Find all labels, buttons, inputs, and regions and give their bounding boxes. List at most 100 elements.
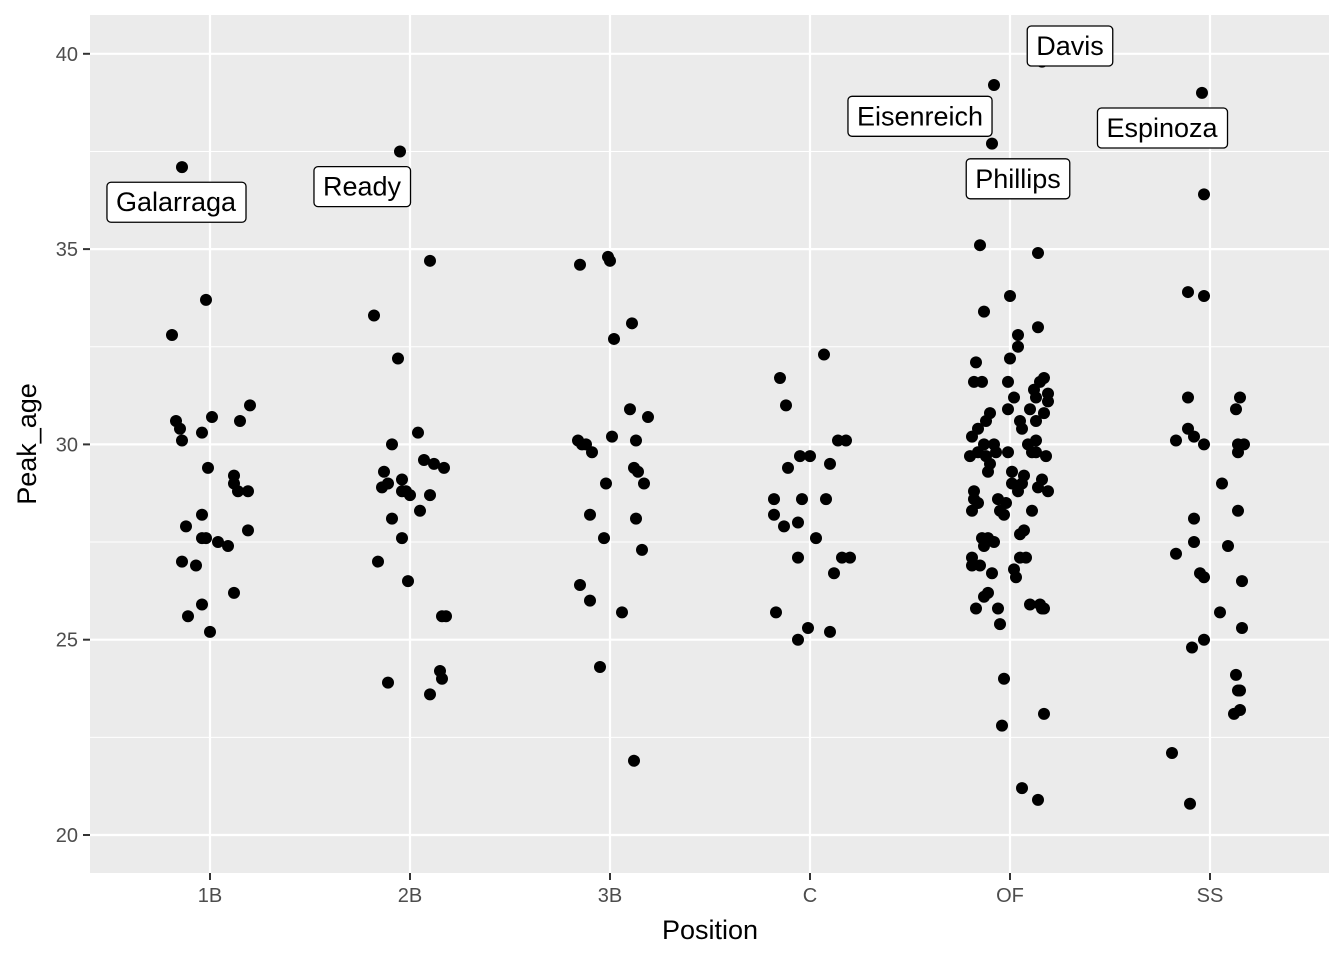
data-point bbox=[972, 496, 984, 509]
data-point bbox=[768, 493, 780, 506]
point-annotations: Galarraga Ready Eisenreich Phillips Davis Esp… bbox=[106, 25, 1229, 223]
data-point bbox=[1006, 465, 1018, 478]
data-point bbox=[794, 450, 806, 463]
data-point bbox=[204, 625, 216, 638]
data-point bbox=[624, 403, 636, 416]
data-point bbox=[428, 457, 440, 470]
data-point bbox=[792, 551, 804, 564]
data-point bbox=[1236, 575, 1248, 588]
point-label-box bbox=[313, 165, 412, 208]
data-point bbox=[792, 633, 804, 646]
point-label: Espinoza bbox=[1096, 107, 1229, 149]
data-point bbox=[1184, 797, 1196, 810]
data-point bbox=[1032, 321, 1044, 334]
data-point bbox=[982, 586, 994, 599]
data-point bbox=[1020, 551, 1032, 564]
data-point bbox=[424, 254, 436, 267]
data-point bbox=[166, 329, 178, 342]
data-point bbox=[978, 305, 990, 318]
point-label-text: Eisenreich bbox=[857, 101, 983, 131]
data-point bbox=[1188, 536, 1200, 549]
data-point bbox=[616, 606, 628, 619]
data-point bbox=[1234, 391, 1246, 404]
y-tick-label: 20 bbox=[56, 825, 78, 847]
data-point bbox=[990, 446, 1002, 459]
point-label-box bbox=[965, 158, 1071, 200]
data-point bbox=[586, 446, 598, 459]
data-point bbox=[782, 461, 794, 474]
point-label-text: Davis bbox=[1036, 31, 1104, 61]
data-point bbox=[630, 512, 642, 525]
x-tick-label: C bbox=[803, 885, 817, 907]
data-point bbox=[804, 450, 816, 463]
point-label-text: Espinoza bbox=[1106, 113, 1218, 143]
x-axis-ticks: 1B 2B 3B C OF SS bbox=[198, 873, 1223, 907]
data-point bbox=[574, 258, 586, 271]
data-point bbox=[638, 477, 650, 490]
data-point bbox=[438, 461, 450, 474]
data-point bbox=[174, 422, 186, 435]
data-point bbox=[1038, 371, 1050, 384]
data-point bbox=[818, 348, 830, 361]
data-point bbox=[966, 551, 978, 564]
data-point bbox=[244, 399, 256, 412]
data-point bbox=[608, 332, 620, 345]
data-point bbox=[1234, 704, 1246, 717]
data-point bbox=[988, 536, 1000, 549]
data-point bbox=[1182, 286, 1194, 299]
data-point bbox=[1016, 782, 1028, 795]
data-point bbox=[768, 508, 780, 521]
data-point bbox=[1198, 289, 1210, 302]
data-points bbox=[166, 55, 1250, 810]
data-point bbox=[1230, 668, 1242, 681]
x-tick-label: OF bbox=[996, 885, 1024, 907]
data-point bbox=[976, 375, 988, 388]
data-point bbox=[978, 438, 990, 451]
grid-lines bbox=[90, 15, 1329, 873]
data-point bbox=[1012, 340, 1024, 353]
data-point bbox=[386, 512, 398, 525]
data-point bbox=[180, 520, 192, 533]
data-point bbox=[1010, 571, 1022, 584]
data-point bbox=[574, 579, 586, 592]
x-axis-title: Position bbox=[662, 915, 758, 945]
point-label: Phillips bbox=[965, 158, 1071, 200]
data-point bbox=[642, 411, 654, 424]
data-point bbox=[200, 293, 212, 306]
point-label-text: Ready bbox=[323, 172, 402, 202]
data-point bbox=[1234, 684, 1246, 697]
x-tick-label: 2B bbox=[398, 885, 422, 907]
data-point bbox=[1024, 403, 1036, 416]
data-point bbox=[1042, 485, 1054, 498]
data-point bbox=[424, 489, 436, 502]
data-point bbox=[598, 532, 610, 545]
data-point bbox=[1008, 391, 1020, 404]
y-tick-label: 30 bbox=[56, 434, 78, 456]
data-point bbox=[802, 621, 814, 634]
data-point bbox=[994, 618, 1006, 631]
data-point bbox=[196, 508, 208, 521]
data-point bbox=[202, 461, 214, 474]
data-point bbox=[1238, 438, 1250, 451]
data-point bbox=[604, 254, 616, 267]
data-point bbox=[1042, 395, 1054, 408]
data-point bbox=[1230, 403, 1242, 416]
data-point bbox=[242, 485, 254, 498]
data-point bbox=[242, 524, 254, 537]
y-axis-title: Peak_age bbox=[12, 383, 42, 505]
data-point bbox=[1216, 477, 1228, 490]
data-point bbox=[1198, 438, 1210, 451]
point-label: Ready bbox=[313, 165, 412, 208]
data-point bbox=[402, 575, 414, 588]
data-point bbox=[840, 434, 852, 447]
data-point bbox=[1188, 430, 1200, 443]
data-point bbox=[176, 434, 188, 447]
data-point bbox=[440, 610, 452, 623]
point-label-box bbox=[1026, 25, 1114, 67]
data-point bbox=[1004, 289, 1016, 302]
data-point bbox=[1026, 504, 1038, 517]
data-point bbox=[1038, 707, 1050, 720]
data-point bbox=[234, 414, 246, 427]
data-point bbox=[386, 438, 398, 451]
